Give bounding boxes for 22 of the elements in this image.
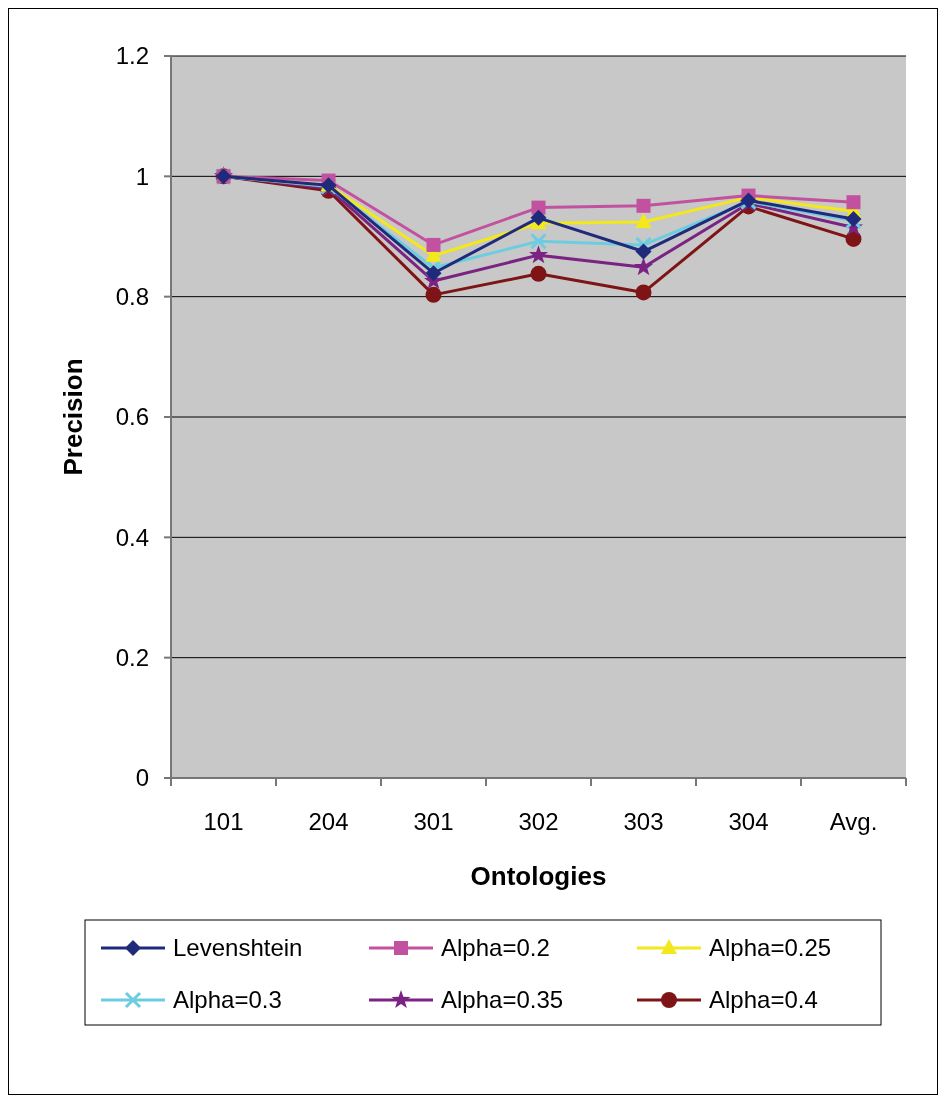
x-tick-label: Avg.: [829, 808, 878, 835]
y-tick-label: 0: [135, 764, 149, 792]
y-tick-label: 0.6: [115, 403, 149, 431]
legend-label: Alpha=0.2: [441, 934, 550, 962]
x-tick-label: 302: [518, 808, 559, 835]
y-tick-label: 1: [135, 162, 149, 190]
x-tick-label: 301: [413, 808, 454, 835]
legend-label: Alpha=0.4: [709, 986, 818, 1014]
x-axis-title: Ontologies: [470, 861, 607, 891]
x-tick-label: 101: [203, 808, 244, 835]
legend-label: Alpha=0.35: [441, 986, 564, 1014]
y-tick-label: 1.2: [115, 42, 149, 70]
y-axis-title: Precision: [58, 358, 88, 476]
legend-label: Levenshtein: [173, 934, 303, 962]
y-tick-label: 0.2: [115, 644, 149, 672]
x-tick-label: 303: [623, 808, 664, 835]
x-tick-label: 304: [728, 808, 769, 835]
y-tick-label: 0.4: [115, 523, 149, 551]
legend-label: Alpha=0.25: [709, 934, 832, 962]
y-tick-label: 0.8: [115, 283, 149, 311]
legend-label: Alpha=0.3: [173, 986, 282, 1014]
x-tick-label: 204: [308, 808, 349, 835]
